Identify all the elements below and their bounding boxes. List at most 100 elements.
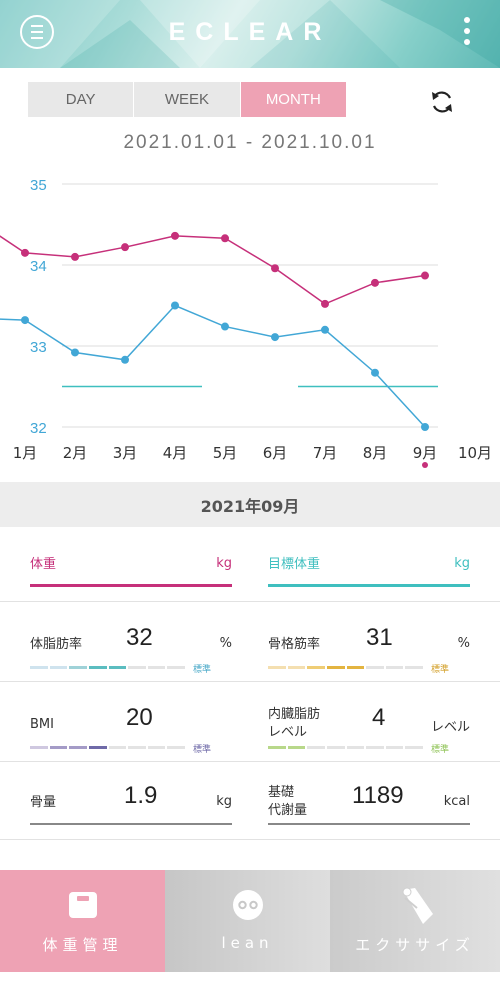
visceral-fat-cell[interactable]: 内臓脂肪 レベル 4 レベル 標準 (268, 682, 470, 762)
data-point (221, 322, 229, 331)
skeletal-muscle-scale (268, 666, 423, 669)
more-vertical-icon[interactable] (462, 17, 472, 45)
bmi-value: 20 (126, 704, 153, 731)
data-point (121, 243, 129, 252)
skeletal-muscle-label: 骨格筋率 (268, 637, 321, 652)
y-tick-label: 33 (30, 339, 47, 356)
scale-icon (68, 892, 97, 918)
x-tick-label: 7月 (313, 444, 338, 462)
bmi-std: 標準 (193, 745, 212, 755)
x-tick-label: 1月 (13, 444, 38, 462)
bmr-label-2: 代謝量 (268, 803, 308, 818)
bottom-nav: 体重管理 lean エクササイズ (0, 870, 500, 972)
data-point (321, 325, 329, 334)
weight-chart[interactable]: 35 34 33 32 1月 2月 3月 4月 5月 6月 7月 8月 9月 10月 (0, 165, 500, 470)
skeletal-muscle-std: 標準 (431, 665, 450, 675)
data-point (21, 316, 29, 325)
app-header: ECLEAR (0, 0, 500, 68)
bmi-scale (30, 746, 185, 749)
metrics-row-1: 体脂肪率 32 % 標準 骨格筋率 31 % 標準 (0, 602, 500, 682)
x-tick-label: 3月 (113, 444, 138, 462)
target-weight-underline (268, 584, 470, 587)
data-point (171, 301, 179, 310)
target-weight-label: 目標体重 (268, 557, 321, 572)
weight-label: 体重 (30, 557, 57, 572)
tab-day[interactable]: DAY (28, 82, 135, 117)
period-tabs: DAY WEEK MONTH (28, 82, 346, 117)
data-point (421, 271, 429, 280)
weight-row: 体重 kg 目標体重 kg (0, 540, 500, 602)
tab-month[interactable]: MONTH (240, 82, 346, 117)
nav-lean[interactable]: lean (165, 870, 330, 972)
menu-button[interactable] (20, 15, 54, 49)
visceral-fat-label-1: 内臓脂肪 (268, 707, 321, 722)
x-tick-label: 5月 (213, 444, 238, 462)
bmr-unit: kcal (443, 794, 470, 809)
metrics-row-3: 骨量 1.9 kg 基礎 代謝量 1189 kcal (0, 762, 500, 840)
data-point (71, 348, 79, 357)
selected-month-label: 2021年09月 (0, 482, 500, 527)
x-tick-label: 10月 (458, 444, 492, 462)
data-point (21, 248, 29, 257)
series-line (0, 235, 426, 305)
nav-exercise[interactable]: エクササイズ (330, 870, 500, 972)
x-tick-label: 9月 (413, 444, 438, 462)
target-weight-cell[interactable]: 目標体重 kg (268, 540, 470, 602)
bone-mass-unit: kg (216, 794, 232, 809)
y-tick-label: 35 (30, 177, 47, 194)
body-fat-unit: % (219, 636, 232, 651)
visceral-fat-value: 4 (372, 704, 386, 731)
data-point (121, 355, 129, 364)
target-weight-unit: kg (454, 556, 470, 571)
bone-mass-label: 骨量 (30, 795, 57, 810)
tab-week[interactable]: WEEK (134, 82, 241, 117)
bmi-label: BMI (30, 717, 54, 732)
bmr-cell[interactable]: 基礎 代謝量 1189 kcal (268, 762, 470, 840)
data-point (71, 252, 79, 261)
data-point (321, 299, 329, 308)
data-point (271, 264, 279, 273)
skeletal-muscle-unit: % (457, 636, 470, 651)
body-fat-scale (30, 666, 185, 669)
bmi-cell[interactable]: BMI 20 標準 (30, 682, 232, 762)
selected-month-marker (422, 462, 428, 468)
y-tick-label: 32 (30, 420, 47, 437)
body-fat-label: 体脂肪率 (30, 637, 83, 652)
app-logo: ECLEAR (168, 18, 332, 46)
bone-mass-cell[interactable]: 骨量 1.9 kg (30, 762, 232, 840)
x-tick-label: 4月 (163, 444, 188, 462)
data-point (371, 278, 379, 287)
nav-exercise-label: エクササイズ (355, 936, 475, 954)
weight-cell[interactable]: 体重 kg (30, 540, 232, 602)
menu-icon (31, 25, 43, 27)
data-point (171, 231, 179, 240)
nav-weight-management-label: 体重管理 (42, 936, 123, 954)
visceral-fat-std: 標準 (431, 745, 450, 755)
body-fat-std: 標準 (193, 665, 212, 675)
metrics-row-2: BMI 20 標準 内臓脂肪 レベル 4 レベル 標準 (0, 682, 500, 762)
visceral-fat-unit: レベル (430, 720, 470, 735)
x-tick-label: 2月 (63, 444, 88, 462)
body-fat-cell[interactable]: 体脂肪率 32 % 標準 (30, 602, 232, 682)
bmr-value: 1189 (352, 782, 404, 809)
series-line (0, 304, 426, 428)
body-fat-value: 32 (126, 624, 153, 651)
visceral-fat-scale (268, 746, 423, 749)
bmr-label-1: 基礎 (268, 785, 295, 800)
refresh-icon[interactable] (428, 88, 456, 116)
weight-underline (30, 584, 232, 587)
y-tick-label: 34 (30, 258, 47, 275)
skeletal-muscle-value: 31 (366, 624, 393, 651)
date-range: 2021.01.01 - 2021.10.01 (123, 132, 377, 153)
exercise-icon (402, 887, 433, 924)
data-point (221, 234, 229, 243)
data-point (371, 368, 379, 377)
data-point (421, 423, 429, 431)
skeletal-muscle-cell[interactable]: 骨格筋率 31 % 標準 (268, 602, 470, 682)
lean-icon (232, 890, 263, 920)
bone-mass-underline (30, 823, 232, 825)
bone-mass-value: 1.9 (124, 782, 158, 809)
visceral-fat-label-2: レベル (268, 725, 308, 740)
nav-weight-management[interactable]: 体重管理 (0, 870, 165, 972)
weight-unit: kg (216, 556, 232, 571)
